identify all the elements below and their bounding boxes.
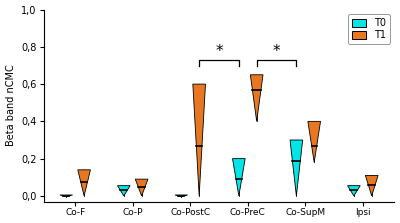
Text: *: * bbox=[215, 44, 223, 59]
Y-axis label: Beta band nCMC: Beta band nCMC bbox=[6, 65, 16, 147]
Polygon shape bbox=[250, 75, 263, 121]
Polygon shape bbox=[232, 159, 245, 196]
Legend: T0, T1: T0, T1 bbox=[348, 14, 390, 44]
Polygon shape bbox=[135, 179, 148, 196]
Polygon shape bbox=[348, 186, 360, 196]
Polygon shape bbox=[365, 176, 378, 196]
Polygon shape bbox=[308, 121, 320, 162]
Polygon shape bbox=[193, 84, 206, 196]
Polygon shape bbox=[78, 170, 90, 196]
Text: *: * bbox=[273, 44, 280, 59]
Polygon shape bbox=[290, 140, 303, 196]
Polygon shape bbox=[175, 195, 188, 197]
Polygon shape bbox=[118, 186, 130, 196]
Polygon shape bbox=[60, 195, 73, 197]
